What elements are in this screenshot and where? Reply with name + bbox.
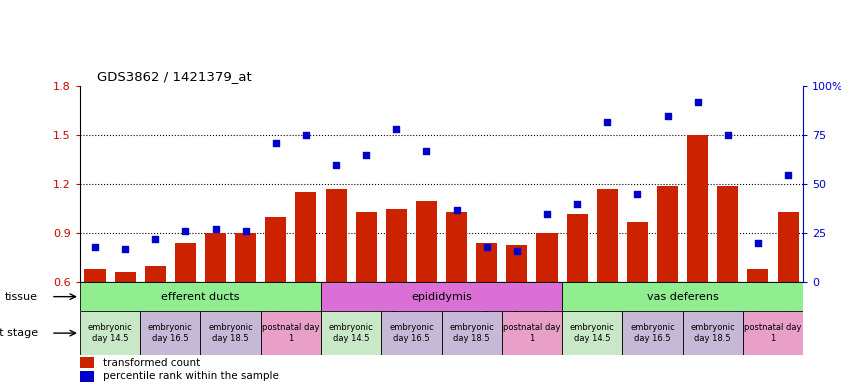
Bar [597,189,618,282]
Bar [84,269,105,282]
Text: embryonic
day 18.5: embryonic day 18.5 [449,323,494,343]
Point [751,240,764,246]
Point [209,226,222,232]
Text: efferent ducts: efferent ducts [161,291,240,302]
Point [631,191,644,197]
Point [389,126,403,132]
Point [600,119,614,125]
Bar [627,222,648,282]
Bar [175,243,196,282]
Bar [717,186,738,282]
Text: embryonic
day 18.5: embryonic day 18.5 [690,323,735,343]
Text: postnatal day
1: postnatal day 1 [744,323,801,343]
Point [721,132,734,138]
Text: embryonic
day 16.5: embryonic day 16.5 [148,323,193,343]
Point [480,244,494,250]
Bar [416,200,437,282]
Point [510,248,524,254]
Text: embryonic
day 16.5: embryonic day 16.5 [630,323,674,343]
Point [781,171,795,177]
Bar [506,245,527,282]
Text: embryonic
day 14.5: embryonic day 14.5 [329,323,373,343]
Text: embryonic
day 14.5: embryonic day 14.5 [570,323,615,343]
Text: postnatal day
1: postnatal day 1 [262,323,320,343]
Text: vas deferens: vas deferens [647,291,718,302]
Bar [321,311,381,355]
Bar [562,311,622,355]
Bar [476,243,497,282]
Bar [748,269,769,282]
Text: percentile rank within the sample: percentile rank within the sample [103,371,279,381]
Point [149,236,162,242]
Bar [778,212,799,282]
Bar [381,311,442,355]
Text: transformed count: transformed count [103,358,201,368]
Text: postnatal day
1: postnatal day 1 [503,323,561,343]
Bar [683,311,743,355]
Bar [80,357,94,368]
Bar [502,311,562,355]
Point [661,113,674,119]
Point [540,210,553,217]
Bar [261,311,321,355]
Bar [200,311,261,355]
Point [119,246,132,252]
Bar [567,214,588,282]
Bar [687,135,708,282]
Point [299,132,313,138]
Bar [657,186,678,282]
Text: embryonic
day 14.5: embryonic day 14.5 [87,323,132,343]
Bar [356,212,377,282]
Point [239,228,252,234]
Point [570,201,584,207]
Point [691,99,705,105]
Bar [622,311,683,355]
Text: embryonic
day 18.5: embryonic day 18.5 [209,323,253,343]
Point [88,244,102,250]
Bar [295,192,316,282]
Bar [442,311,502,355]
Point [359,152,373,158]
Text: development stage: development stage [0,328,38,338]
Bar [140,311,200,355]
Text: embryonic
day 16.5: embryonic day 16.5 [389,323,434,343]
Bar [446,212,467,282]
Bar [325,189,346,282]
Bar [114,273,135,282]
Text: GDS3862 / 1421379_at: GDS3862 / 1421379_at [97,70,251,83]
Point [330,162,343,168]
Bar [80,282,321,311]
Point [269,140,283,146]
Text: tissue: tissue [5,291,38,302]
Point [178,228,192,234]
Bar [80,311,140,355]
Bar [80,371,94,382]
Text: epididymis: epididymis [411,291,472,302]
Bar [562,282,803,311]
Bar [321,282,562,311]
Bar [205,233,226,282]
Bar [743,311,803,355]
Bar [235,233,257,282]
Bar [265,217,286,282]
Point [420,148,433,154]
Point [450,207,463,213]
Bar [386,209,407,282]
Bar [537,233,558,282]
Bar [145,266,166,282]
